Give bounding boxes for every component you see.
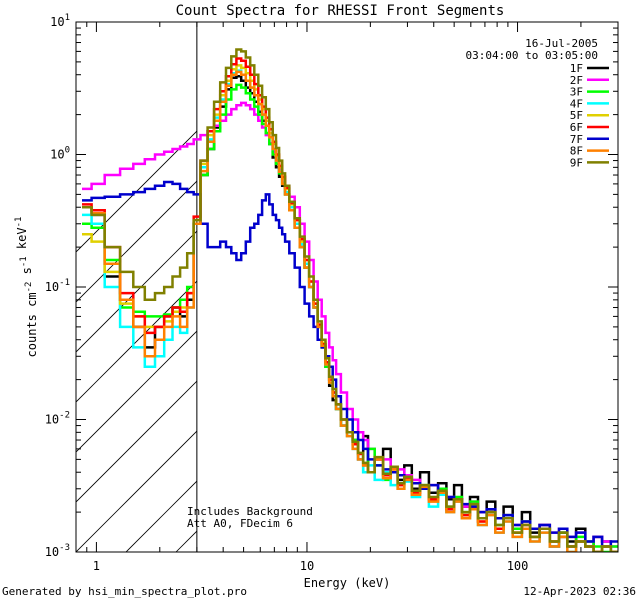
legend-label-6F: 6F bbox=[570, 121, 583, 134]
chart-title: Count Spectra for RHESSI Front Segments bbox=[176, 3, 505, 19]
hatch-line bbox=[76, 230, 197, 353]
legend-label-8F: 8F bbox=[570, 145, 583, 158]
x-tick-label-100: 100 bbox=[507, 559, 529, 573]
hatch-line bbox=[276, 0, 640, 552]
hatch-line bbox=[626, 0, 640, 552]
date-label: 16-Jul-2005 bbox=[525, 37, 598, 50]
legend-label-2F: 2F bbox=[570, 74, 583, 87]
hatch-line bbox=[76, 330, 197, 453]
y-tick-labels: 10-3 10-2 10-1 100 101 bbox=[45, 13, 70, 559]
x-tick-label-10: 10 bbox=[300, 559, 314, 573]
hatch-line bbox=[326, 0, 640, 552]
y-axis-label: counts cm-2 s-1 keV-1 bbox=[14, 217, 39, 358]
x-axis-label: Energy (keV) bbox=[304, 576, 391, 590]
series-4F bbox=[82, 69, 618, 552]
hatch-line bbox=[76, 280, 197, 403]
series-7F bbox=[82, 180, 618, 548]
series-8F bbox=[82, 70, 618, 552]
annotation-background: Includes Background bbox=[187, 505, 313, 518]
series-5F bbox=[82, 64, 618, 552]
axis-ticks bbox=[75, 22, 619, 553]
spectra-series-group bbox=[82, 48, 618, 552]
hatch-line bbox=[476, 0, 640, 552]
hatch-line bbox=[576, 0, 640, 552]
footer-generated-by: Generated by hsi_min_spectra_plot.pro bbox=[2, 585, 247, 598]
series-6F bbox=[82, 57, 618, 552]
plot-frame bbox=[75, 21, 619, 553]
legend-label-1F: 1F bbox=[570, 62, 583, 75]
y-tick-label: 10-2 bbox=[45, 411, 70, 427]
hatch-line bbox=[76, 380, 197, 503]
x-tick-label-1: 1 bbox=[93, 559, 100, 573]
hatch-line bbox=[76, 180, 197, 303]
y-tick-label: 101 bbox=[50, 13, 70, 29]
legend-label-7F: 7F bbox=[570, 133, 583, 146]
series-1F bbox=[82, 74, 618, 552]
y-tick-label: 10-1 bbox=[45, 278, 70, 294]
footer-timestamp: 12-Apr-2023 02:36 bbox=[523, 585, 636, 598]
hatch-line bbox=[76, 130, 197, 253]
y-tick-label: 10-3 bbox=[45, 543, 70, 559]
hatched-region bbox=[76, 0, 640, 552]
annotation-attenuator: Att A0, FDecim 6 bbox=[187, 517, 293, 530]
series-9F bbox=[82, 48, 618, 552]
legend-label-3F: 3F bbox=[570, 86, 583, 99]
series-2F bbox=[82, 101, 618, 548]
time-range-label: 03:04:00 to 03:05:00 bbox=[466, 49, 598, 62]
hatch-line bbox=[376, 0, 640, 552]
hatch-line bbox=[526, 0, 640, 552]
y-tick-label: 100 bbox=[50, 146, 70, 162]
legend-label-4F: 4F bbox=[570, 97, 583, 110]
hatch-line bbox=[76, 430, 197, 552]
legend-label-5F: 5F bbox=[570, 109, 583, 122]
legend-label-9F: 9F bbox=[570, 156, 583, 169]
hatch-line bbox=[426, 0, 640, 552]
